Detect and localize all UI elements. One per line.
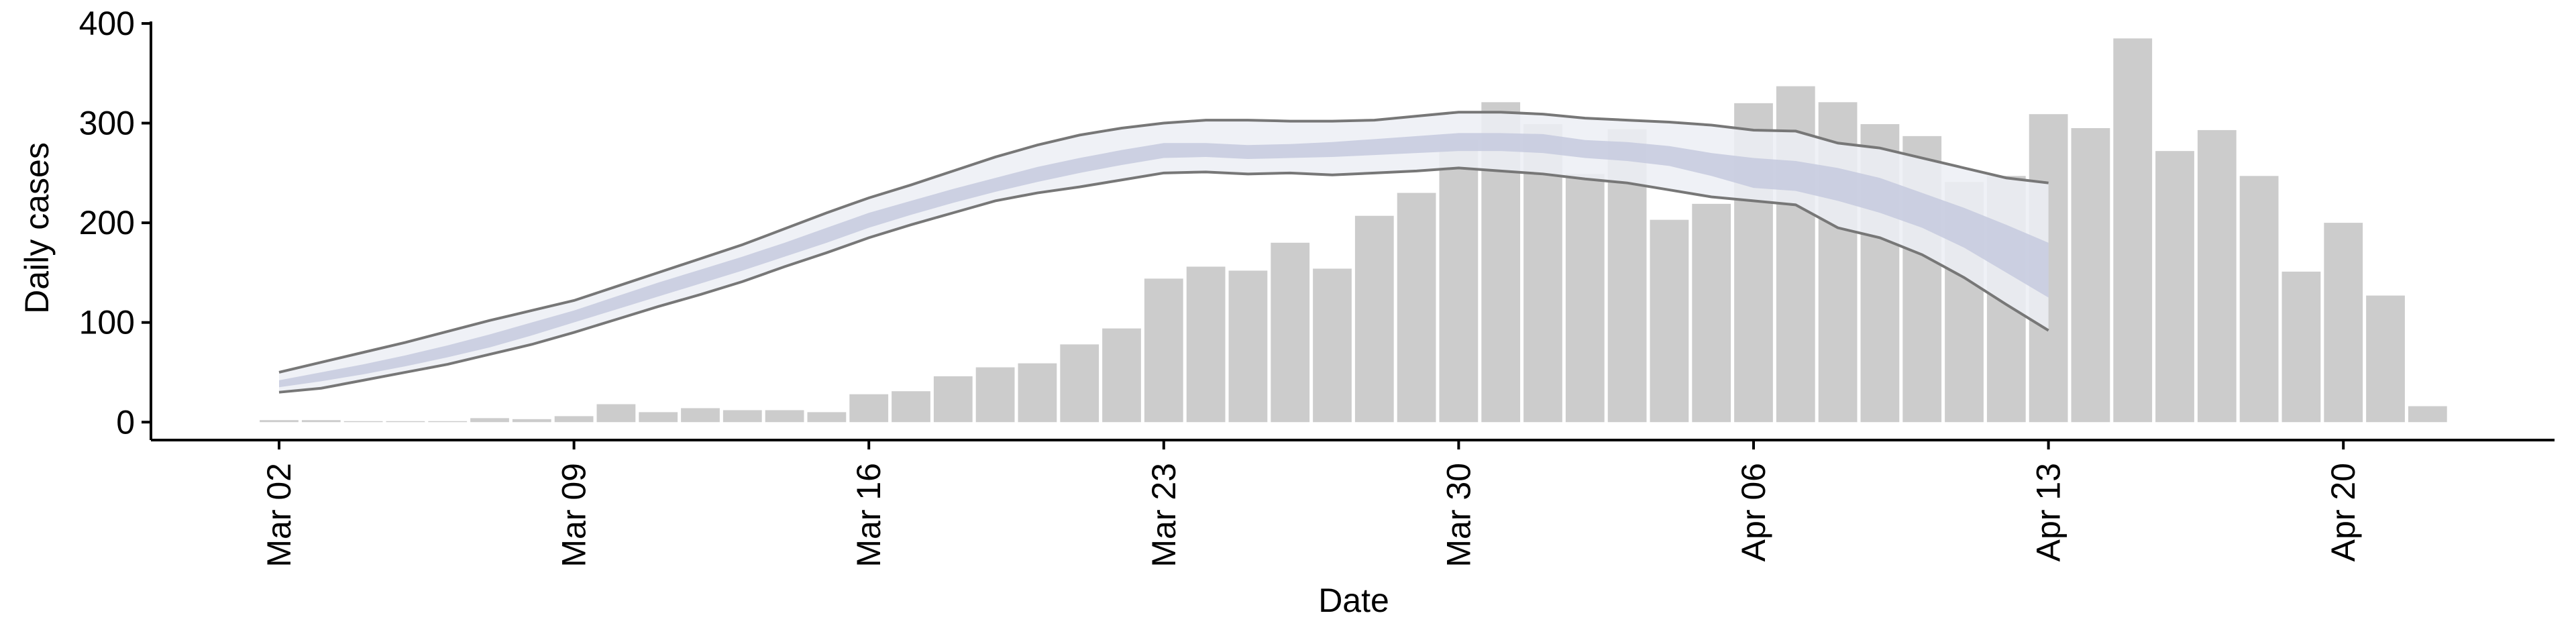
bar: [554, 416, 594, 423]
bar: [722, 410, 762, 423]
bar: [1692, 203, 1731, 423]
bar: [681, 408, 720, 423]
bar: [975, 367, 1015, 423]
bar: [470, 418, 509, 423]
bar: [765, 410, 804, 423]
y-tick-label: 0: [116, 403, 135, 441]
outer-band: [279, 112, 2049, 392]
bar: [849, 394, 889, 423]
bar: [301, 420, 341, 423]
bar: [1650, 219, 1689, 423]
bar: [2408, 406, 2447, 423]
bar: [1271, 242, 1310, 423]
bar: [933, 376, 973, 423]
bar: [1102, 328, 1141, 423]
y-axis-label: Daily cases: [18, 142, 56, 314]
bar: [1060, 344, 1099, 423]
y-tick-label: 200: [79, 204, 135, 241]
bar: [1397, 193, 1436, 423]
bar: [1354, 215, 1394, 423]
bar: [807, 412, 847, 423]
x-tick-label: Apr 13: [2030, 463, 2068, 561]
bar: [596, 404, 636, 423]
bar: [428, 421, 468, 423]
x-tick-label: Mar 30: [1440, 463, 1477, 568]
bar: [2239, 176, 2279, 423]
x-tick-label: Mar 02: [260, 463, 298, 568]
y-tick-label: 400: [79, 5, 135, 42]
bar: [2282, 271, 2321, 423]
y-tick-label: 100: [79, 304, 135, 341]
x-tick-label: Apr 06: [1735, 463, 1772, 561]
bar: [2197, 129, 2237, 423]
bar: [2113, 38, 2153, 423]
bar: [1144, 278, 1183, 423]
bar: [1018, 363, 1057, 423]
bar: [1565, 174, 1605, 423]
bar: [386, 421, 425, 423]
bar: [2324, 223, 2363, 423]
bar: [639, 412, 678, 423]
bar: [1186, 266, 1226, 423]
x-tick-label: Mar 16: [850, 463, 888, 568]
lower-line: [278, 166, 2049, 394]
bar: [2155, 151, 2194, 423]
x-tick-label: Apr 20: [2324, 463, 2362, 561]
upper-line: [278, 111, 2049, 374]
x-tick-label: Mar 23: [1145, 463, 1183, 568]
bar: [2071, 127, 2110, 423]
bar: [2366, 295, 2405, 423]
bar: [1313, 268, 1352, 423]
bar: [260, 420, 299, 423]
bar: [343, 421, 383, 423]
y-tick-label: 300: [79, 105, 135, 142]
x-tick-label: Mar 09: [555, 463, 593, 568]
bar: [892, 391, 930, 423]
bar: [1439, 139, 1479, 423]
x-axis-label: Date: [1318, 582, 1389, 619]
bar: [1228, 270, 1268, 423]
bar: [512, 419, 551, 423]
